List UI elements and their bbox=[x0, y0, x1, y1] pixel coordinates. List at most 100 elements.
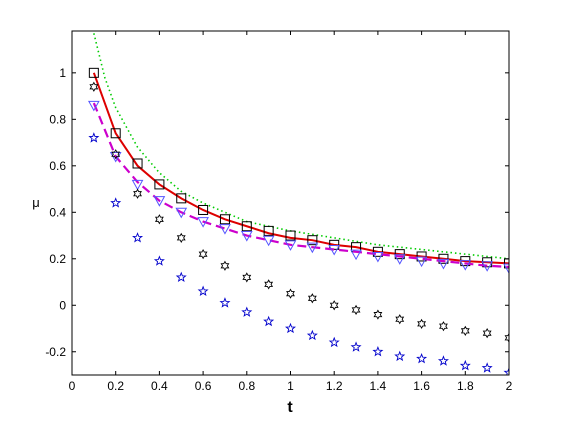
data-point-hexagram bbox=[373, 309, 383, 320]
data-point-pentagram bbox=[88, 132, 100, 143]
data-point-pentagram bbox=[263, 315, 275, 327]
y-tick-label: 1 bbox=[59, 66, 66, 80]
series-line bbox=[92, 102, 509, 269]
data-point-hexagram bbox=[329, 300, 339, 311]
data-point-hexagram bbox=[395, 314, 405, 325]
data-point-hexagram bbox=[460, 325, 470, 336]
x-tick-label: 1.2 bbox=[326, 379, 343, 393]
data-point-triangle bbox=[197, 217, 209, 228]
data-point-square bbox=[285, 230, 296, 241]
x-tick-label: 1.6 bbox=[413, 379, 430, 393]
data-point-pentagram bbox=[437, 355, 449, 366]
x-tick-label: 1.8 bbox=[457, 379, 474, 393]
data-point-pentagram bbox=[110, 197, 122, 208]
data-point-hexagram bbox=[417, 318, 427, 329]
data-point-triangle bbox=[393, 254, 406, 265]
y-tick-label: 0.6 bbox=[49, 159, 66, 173]
data-point-pentagram bbox=[328, 336, 340, 348]
data-point-triangle bbox=[503, 263, 509, 275]
data-point-pentagram bbox=[285, 322, 296, 334]
x-tick-label: 1 bbox=[287, 379, 294, 393]
data-point-hexagram bbox=[439, 321, 448, 332]
data-point-hexagram bbox=[307, 293, 317, 304]
data-point-triangle bbox=[88, 100, 100, 112]
data-point-square bbox=[198, 204, 209, 215]
y-tick-label: 0 bbox=[59, 298, 66, 312]
data-point-hexagram bbox=[286, 288, 295, 299]
data-point-triangle bbox=[459, 260, 472, 271]
data-point-pentagram bbox=[394, 350, 406, 362]
data-point-pentagram bbox=[306, 329, 318, 341]
y-axis-label: μ bbox=[32, 195, 40, 210]
data-point-pentagram bbox=[175, 271, 187, 283]
data-point-hexagram bbox=[242, 272, 252, 283]
data-point-triangle bbox=[328, 244, 341, 256]
data-point-square bbox=[154, 179, 165, 190]
data-point-hexagram bbox=[198, 249, 208, 260]
y-tick-label: -0.2 bbox=[45, 345, 66, 359]
data-point-triangle bbox=[284, 240, 297, 251]
data-point-pentagram bbox=[503, 366, 509, 375]
data-point-square bbox=[307, 235, 318, 246]
data-point-square bbox=[263, 225, 274, 236]
data-point-square bbox=[394, 249, 405, 260]
data-point-square bbox=[241, 221, 252, 232]
data-point-hexagram bbox=[154, 214, 164, 225]
data-point-square bbox=[110, 128, 121, 139]
data-point-hexagram bbox=[176, 232, 186, 243]
data-point-pentagram bbox=[459, 359, 471, 371]
x-tick-label: 0.2 bbox=[107, 379, 124, 393]
data-point-hexagram bbox=[220, 260, 230, 271]
data-point-square bbox=[372, 246, 383, 257]
data-point-triangle bbox=[350, 249, 362, 261]
data-point-pentagram bbox=[481, 362, 493, 373]
series-line bbox=[92, 72, 509, 265]
x-tick-label: 2 bbox=[506, 379, 513, 393]
data-point-hexagram bbox=[504, 332, 509, 343]
data-point-hexagram bbox=[351, 304, 361, 316]
data-point-square bbox=[438, 253, 449, 264]
x-tick-label: 0 bbox=[69, 379, 76, 393]
x-axis-label: t bbox=[287, 399, 293, 416]
data-point-pentagram bbox=[219, 297, 231, 308]
data-point-square bbox=[504, 258, 509, 269]
series-line bbox=[93, 33, 509, 260]
data-point-square bbox=[132, 158, 143, 169]
data-point-triangle bbox=[153, 196, 166, 207]
plot-area-background bbox=[72, 31, 509, 375]
y-tick-label: 0.2 bbox=[49, 252, 66, 266]
data-point-hexagram bbox=[264, 279, 274, 290]
data-point-triangle bbox=[415, 256, 428, 268]
data-point-square bbox=[176, 193, 187, 204]
data-point-hexagram bbox=[482, 328, 492, 339]
x-tick-label: 1.4 bbox=[370, 379, 387, 393]
data-point-triangle bbox=[372, 251, 384, 263]
data-point-pentagram bbox=[416, 352, 428, 364]
y-tick-label: 0.4 bbox=[49, 205, 66, 219]
x-tick-label: 0.6 bbox=[195, 379, 212, 393]
data-point-triangle bbox=[175, 207, 188, 219]
data-point-triangle bbox=[306, 242, 319, 254]
data-point-triangle bbox=[131, 179, 144, 191]
x-tick-label: 0.4 bbox=[151, 379, 168, 393]
data-point-triangle bbox=[219, 224, 231, 235]
data-point-square bbox=[329, 239, 340, 250]
data-point-square bbox=[219, 214, 230, 225]
data-point-pentagram bbox=[350, 341, 362, 352]
data-point-triangle bbox=[481, 261, 493, 272]
data-point-square bbox=[416, 251, 427, 262]
data-point-pentagram bbox=[372, 345, 384, 357]
data-point-hexagram bbox=[133, 188, 142, 199]
data-point-pentagram bbox=[132, 232, 144, 243]
plot-frame bbox=[71, 30, 510, 376]
chart-marks bbox=[88, 33, 509, 375]
data-point-pentagram bbox=[153, 255, 165, 266]
data-point-triangle bbox=[240, 231, 253, 242]
data-point-pentagram bbox=[197, 285, 209, 296]
x-tick-label: 0.8 bbox=[238, 379, 255, 393]
data-point-triangle bbox=[437, 258, 450, 270]
data-point-hexagram bbox=[111, 149, 121, 160]
data-point-hexagram bbox=[89, 81, 99, 92]
